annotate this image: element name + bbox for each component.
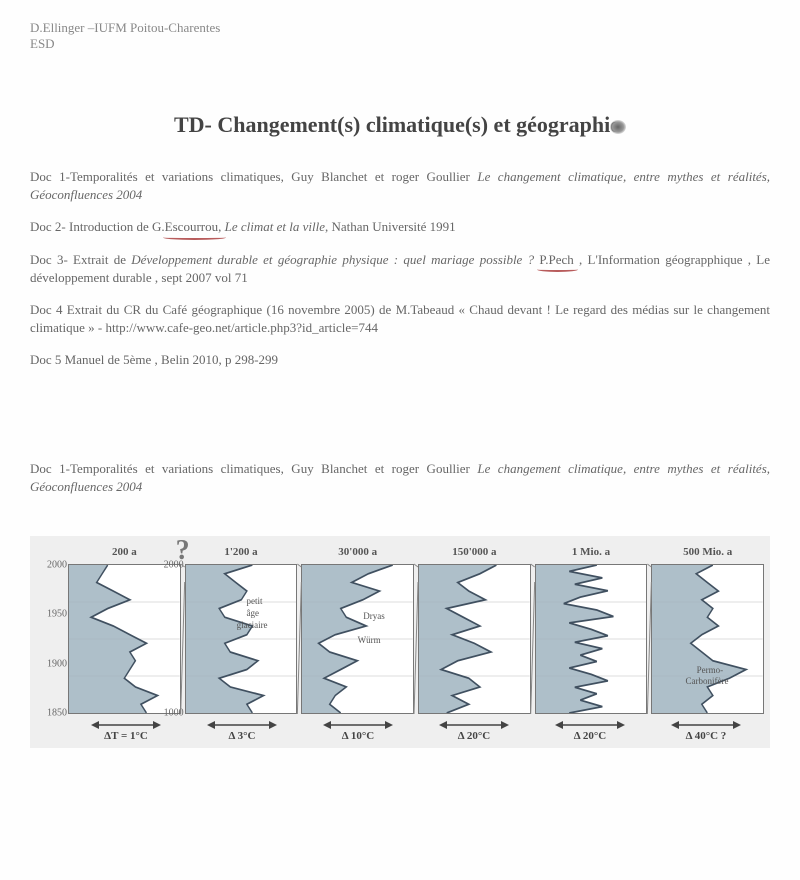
header-author: D.Ellinger –IUFM Poitou-Charentes [30,20,770,36]
panel-annotation: âge [247,609,260,618]
chart-panel-1: 1'200 a20001000 petitâgeglaciaire [185,546,298,714]
header-dept: ESD [30,36,770,52]
delta-cell: Δ 10°C [300,718,416,742]
ytick: 1900 [35,658,67,669]
smudge-mark [610,120,626,134]
multi-panel-chart: 200 a 2000195019001850 ? 1'200 a 2000 1000 p… [30,536,770,748]
panel-title: 150'000 a [452,546,496,558]
chart-panels-row: 200 a2000195019001850 ?1'200 a20001000 p… [68,546,764,714]
chart-delta-row: ΔT = 1°C Δ 3°C Δ 10°C Δ 20°C Δ 20°C Δ 40… [68,718,764,742]
delta-cell: Δ 20°C [416,718,532,742]
panel-annotation: Carbonifère [686,677,729,686]
panel-annotation: Würm [358,636,381,645]
panel-annotation: Permo- [697,666,724,675]
delta-cell: Δ 3°C [184,718,300,742]
title-text: TD- Changement(s) climatique(s) et géogr… [174,112,620,137]
delta-cell: ΔT = 1°C [68,718,184,742]
ytick: 1950 [35,609,67,620]
panel-box: 2000195019001850 ? [68,564,181,714]
panel-title: 200 a [112,546,137,558]
panel-box [418,564,531,714]
doc3-a: Doc 3- Extrait de [30,252,131,267]
panel-box: Dryas Würm [301,564,414,714]
panel-annotation: Dryas [363,612,385,621]
panel-title: 30'000 a [338,546,377,558]
doc1-text: Doc 1-Temporalités et variations climati… [30,169,477,184]
panel-box: 20001000 petitâgeglaciaire [185,564,298,714]
doc2-d: , Nathan Université 1991 [325,219,456,234]
chart-panel-2: 30'000 a Dryas Würm [301,546,414,714]
doc1r-text: Doc 1-Temporalités et variations climati… [30,461,477,476]
doc-3: Doc 3- Extrait de Développement durable … [30,251,770,287]
panel-annotation: petit [247,597,263,606]
doc-1: Doc 1-Temporalités et variations climati… [30,168,770,204]
panel-box [535,564,648,714]
chart-panel-5: 500 Mio. a Permo- Carbonifère [651,546,764,714]
delta-cell: Δ 40°C ? [648,718,764,742]
panel-title: 1'200 a [224,546,257,558]
doc-4: Doc 4 Extrait du CR du Café géographique… [30,301,770,337]
panel-title: 500 Mio. a [683,546,732,558]
panel-title: 1 Mio. a [572,546,610,558]
chart-panel-0: 200 a 2000195019001850 ? [68,546,181,714]
doc3-name-underlined: P.Pech [539,251,573,269]
doc-1-repeat: Doc 1-Temporalités et variations climati… [30,460,770,496]
chart-panel-3: 150'000 a [418,546,531,714]
ytick: 2000 [152,559,184,570]
panel-box: Permo- Carbonifère [651,564,764,714]
ytick: 1850 [35,707,67,718]
doc2-name-underlined: Escourrou [165,218,218,236]
doc2-a: Doc 2- Introduction de G. [30,219,165,234]
page-title: TD- Changement(s) climatique(s) et géogr… [30,112,770,138]
ytick: 2000 [35,559,67,570]
chart-panel-4: 1 Mio. a [535,546,648,714]
panel-annotation: glaciaire [237,621,268,630]
ytick: 1000 [152,707,184,718]
doc2-italic: Le climat et la ville [225,219,325,234]
doc-2: Doc 2- Introduction de G.Escourrou, Le c… [30,218,770,236]
delta-cell: Δ 20°C [532,718,648,742]
doc-5: Doc 5 Manuel de 5ème , Belin 2010, p 298… [30,351,770,369]
doc3-italic: Développement durable et géographie phys… [131,252,534,267]
